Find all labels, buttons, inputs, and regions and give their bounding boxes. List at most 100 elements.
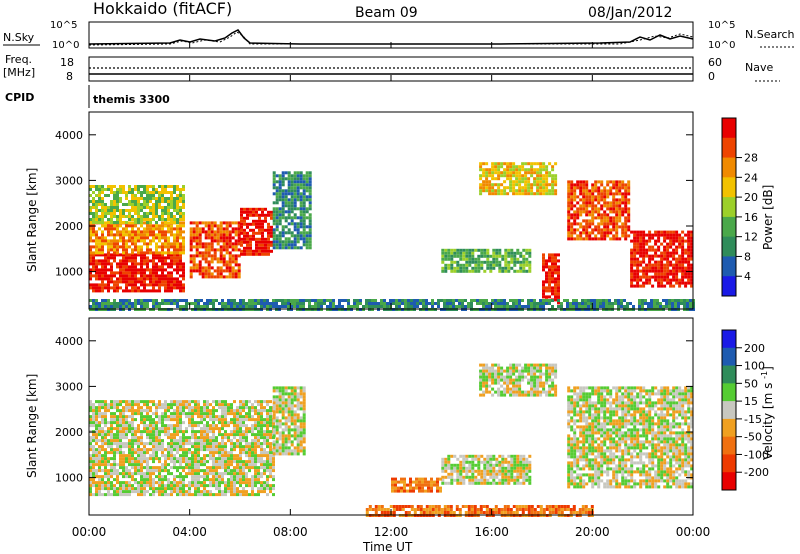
power-cell: [528, 260, 532, 264]
power-heatmap: [89, 162, 695, 311]
power-cell: [456, 254, 460, 258]
velocity-cell: [113, 406, 116, 410]
nsky-label: N.Sky: [3, 31, 35, 44]
power-cell: [140, 233, 143, 237]
power-cell: [681, 230, 685, 234]
power-cell: [128, 233, 131, 237]
velocity-cell: [197, 454, 200, 458]
power-cell: [518, 168, 522, 172]
velocity-cell: [107, 493, 110, 497]
power-cell: [506, 165, 510, 169]
power-cell: [684, 260, 688, 264]
power-cell: [407, 302, 410, 305]
power-cell: [161, 299, 164, 302]
power-cell: [113, 274, 116, 278]
velocity-cell: [110, 439, 113, 443]
velocity-cell: [251, 490, 254, 494]
power-cell: [161, 253, 164, 257]
power-cell: [603, 219, 607, 223]
velocity-cell: [104, 481, 107, 485]
power-cell: [678, 269, 682, 273]
power-cell: [308, 246, 312, 250]
velocity-cell: [158, 469, 161, 473]
power-cell: [122, 251, 125, 255]
power-cell: [158, 277, 161, 281]
power-cell: [456, 266, 460, 270]
power-cell: [173, 233, 176, 237]
power-cell: [158, 251, 161, 255]
power-cell: [155, 233, 158, 237]
power-cell: [252, 249, 255, 253]
power-cell: [182, 215, 185, 218]
velocity-cell: [194, 463, 197, 467]
power-cell: [155, 302, 158, 305]
power-cell: [672, 269, 676, 273]
power-cell: [630, 254, 634, 258]
velocity-cell: [197, 403, 200, 407]
velocity-cell: [89, 421, 92, 425]
power-cell: [551, 253, 554, 257]
power-cell: [173, 206, 176, 209]
power-cell: [113, 233, 116, 237]
power-cell: [225, 245, 229, 249]
power-cell: [149, 191, 152, 194]
power-cell: [152, 224, 155, 228]
power-cell: [548, 299, 551, 302]
power-cell: [110, 200, 113, 203]
velocity-cell: [122, 469, 125, 473]
velocity-cell: [143, 430, 146, 434]
power-cell: [530, 192, 534, 196]
velocity-cell: [176, 421, 179, 425]
velocity-cell: [110, 412, 113, 416]
power-cell: [530, 186, 534, 190]
power-cell: [344, 299, 347, 302]
power-cell: [648, 263, 652, 267]
power-cell: [275, 246, 279, 250]
power-cell: [173, 248, 176, 252]
power-cell: [216, 230, 220, 234]
velocity-cell: [224, 436, 227, 440]
velocity-cell: [167, 409, 170, 413]
power-cell: [329, 299, 332, 302]
power-cell: [308, 240, 312, 244]
power-cell: [146, 305, 149, 308]
power-cell: [689, 299, 692, 302]
velocity-cell: [158, 493, 161, 497]
power-cell: [633, 230, 637, 234]
power-cell: [308, 219, 312, 223]
velocity-cell: [233, 457, 236, 461]
velocity-cell: [194, 484, 197, 488]
power-cell: [308, 234, 312, 238]
velocity-cell: [104, 475, 107, 479]
power-cell: [234, 275, 238, 279]
power-cell: [155, 305, 158, 308]
velocity-cell: [113, 418, 116, 422]
power-cell: [651, 257, 655, 261]
power-cell: [179, 233, 182, 237]
power-cell: [573, 195, 577, 199]
velocity-cell: [179, 400, 182, 404]
velocity-cell: [239, 475, 242, 479]
power-cell: [167, 262, 170, 266]
power-cell: [465, 260, 469, 264]
velocity-cell: [203, 427, 206, 431]
power-cell: [548, 268, 551, 272]
power-cell: [143, 203, 146, 206]
velocity-cell: [167, 442, 170, 446]
power-cell: [216, 275, 220, 279]
power-cell: [314, 299, 317, 302]
power-cell: [606, 195, 610, 199]
power-cell: [267, 240, 270, 244]
power-cell: [137, 221, 140, 224]
power-cell: [554, 259, 557, 263]
power-cell: [116, 230, 119, 234]
power-cell: [192, 257, 196, 261]
power-cell: [146, 230, 149, 234]
power-cell: [204, 260, 208, 264]
power-cell: [594, 186, 598, 190]
power-cell: [137, 253, 140, 257]
velocity-cell: [143, 460, 146, 464]
velocity-cell: [230, 430, 233, 434]
power-cell: [89, 253, 92, 257]
power-cell: [485, 186, 489, 190]
